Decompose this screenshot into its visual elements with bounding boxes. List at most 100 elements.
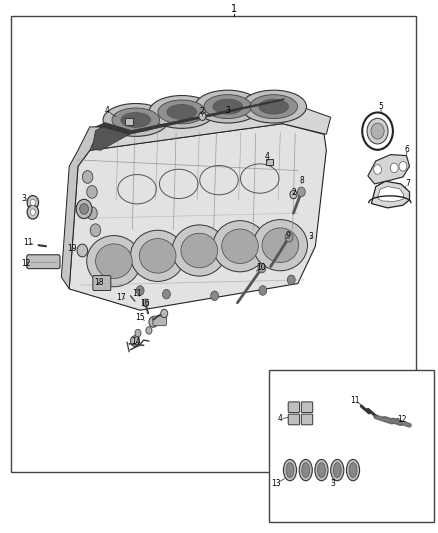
Ellipse shape <box>299 459 312 481</box>
Polygon shape <box>69 124 326 310</box>
Circle shape <box>30 199 35 206</box>
Circle shape <box>399 161 407 171</box>
Ellipse shape <box>87 236 141 287</box>
Text: 3: 3 <box>225 107 230 115</box>
Text: 7: 7 <box>405 180 410 188</box>
Text: 13: 13 <box>271 480 281 488</box>
Ellipse shape <box>286 463 294 478</box>
Text: 11: 11 <box>350 397 360 405</box>
FancyBboxPatch shape <box>153 316 166 326</box>
Ellipse shape <box>222 229 258 263</box>
FancyBboxPatch shape <box>288 414 300 425</box>
Text: 4: 4 <box>105 107 110 115</box>
Circle shape <box>131 336 139 346</box>
Ellipse shape <box>349 463 357 478</box>
Circle shape <box>142 299 148 306</box>
Ellipse shape <box>172 225 226 276</box>
Polygon shape <box>92 127 129 150</box>
Text: 2: 2 <box>292 189 297 197</box>
Text: 3: 3 <box>308 232 314 241</box>
Text: 3: 3 <box>330 480 336 488</box>
Ellipse shape <box>318 463 325 478</box>
Text: 3: 3 <box>21 194 27 203</box>
Text: 1: 1 <box>231 4 237 13</box>
Bar <box>93 277 110 290</box>
Circle shape <box>367 118 388 144</box>
Text: 4: 4 <box>278 415 283 423</box>
Polygon shape <box>95 99 285 134</box>
Ellipse shape <box>331 459 344 481</box>
Ellipse shape <box>112 108 159 132</box>
Ellipse shape <box>149 95 215 128</box>
Ellipse shape <box>283 459 297 481</box>
Text: 8: 8 <box>300 176 304 185</box>
Circle shape <box>76 199 92 219</box>
Ellipse shape <box>121 112 151 127</box>
Circle shape <box>287 275 295 285</box>
Circle shape <box>211 291 219 301</box>
Circle shape <box>290 190 297 199</box>
Ellipse shape <box>302 463 310 478</box>
Text: 16: 16 <box>140 300 149 308</box>
Ellipse shape <box>181 233 218 268</box>
Circle shape <box>87 207 97 220</box>
Ellipse shape <box>158 100 205 124</box>
Text: 11: 11 <box>132 289 141 297</box>
FancyBboxPatch shape <box>27 255 60 269</box>
Polygon shape <box>61 127 101 289</box>
Ellipse shape <box>195 90 261 123</box>
Ellipse shape <box>213 99 243 114</box>
Circle shape <box>149 317 158 327</box>
Circle shape <box>259 286 267 295</box>
Circle shape <box>27 196 39 209</box>
Ellipse shape <box>167 104 197 119</box>
Text: 2: 2 <box>200 107 205 116</box>
Ellipse shape <box>139 239 176 273</box>
Polygon shape <box>90 100 331 150</box>
Circle shape <box>285 232 293 242</box>
Circle shape <box>374 165 381 174</box>
Ellipse shape <box>259 99 289 114</box>
FancyBboxPatch shape <box>301 402 313 413</box>
Text: 12: 12 <box>21 259 31 268</box>
Ellipse shape <box>131 230 185 281</box>
Text: 4: 4 <box>265 152 270 161</box>
Polygon shape <box>368 155 410 184</box>
Circle shape <box>87 185 97 198</box>
Circle shape <box>27 205 39 219</box>
Circle shape <box>390 163 398 173</box>
Bar <box>125 118 133 125</box>
Circle shape <box>161 309 168 318</box>
Bar <box>269 370 434 522</box>
Text: 5: 5 <box>378 102 384 111</box>
Ellipse shape <box>213 221 267 272</box>
Ellipse shape <box>204 95 251 118</box>
Text: 9: 9 <box>286 231 291 240</box>
Circle shape <box>162 289 170 299</box>
Text: 11: 11 <box>23 238 32 247</box>
Text: 19: 19 <box>67 244 77 253</box>
Circle shape <box>82 171 93 183</box>
Ellipse shape <box>253 220 307 271</box>
Circle shape <box>146 327 152 334</box>
FancyBboxPatch shape <box>93 276 111 290</box>
Ellipse shape <box>95 244 132 278</box>
Text: 6: 6 <box>405 145 410 154</box>
Circle shape <box>199 112 206 120</box>
Ellipse shape <box>250 95 297 118</box>
Ellipse shape <box>241 90 307 123</box>
Circle shape <box>90 224 101 237</box>
Ellipse shape <box>333 463 341 478</box>
Circle shape <box>80 204 88 214</box>
Text: 12: 12 <box>397 415 407 424</box>
Circle shape <box>136 286 144 295</box>
Ellipse shape <box>103 103 169 136</box>
Ellipse shape <box>262 228 299 262</box>
Polygon shape <box>371 181 410 208</box>
Text: 17: 17 <box>117 293 126 302</box>
FancyBboxPatch shape <box>301 414 313 425</box>
Circle shape <box>77 244 88 257</box>
Text: 18: 18 <box>94 278 103 287</box>
Text: 15: 15 <box>135 313 145 322</box>
Bar <box>11 16 416 472</box>
